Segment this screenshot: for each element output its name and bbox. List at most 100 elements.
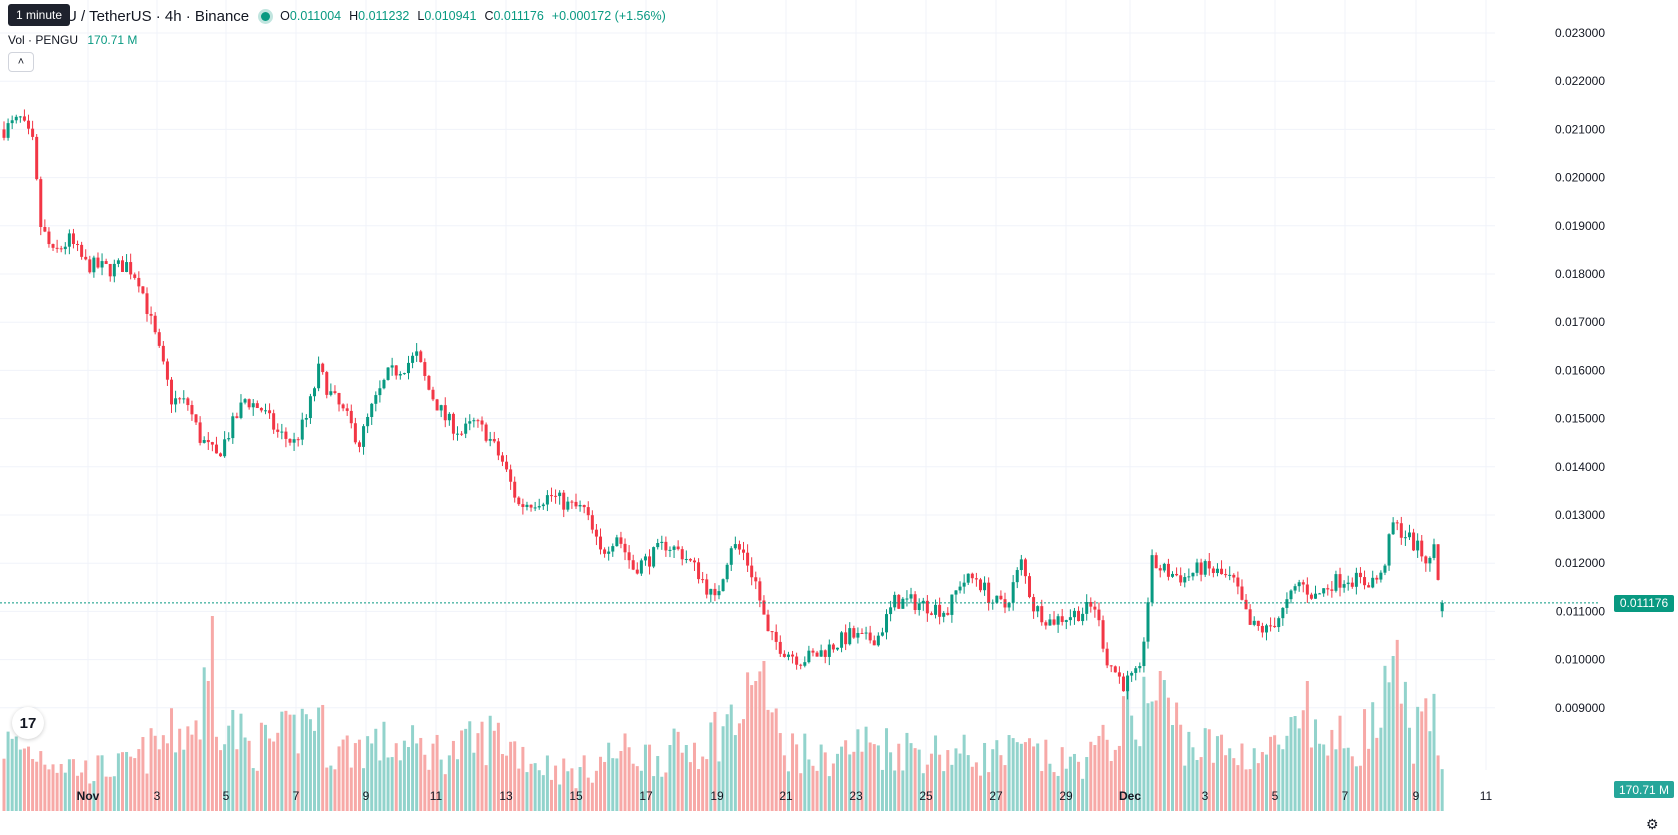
volume-bar	[1179, 724, 1183, 811]
volume-bar	[272, 741, 276, 811]
candle-body	[611, 546, 615, 552]
gear-icon[interactable]: ⚙	[1646, 816, 1659, 832]
volume-bar	[619, 750, 623, 811]
volume-bar	[652, 776, 656, 811]
price-tick-label: 0.014000	[1555, 460, 1605, 474]
volume-bar	[333, 769, 337, 811]
volume-bar	[484, 765, 488, 811]
volume-bar	[692, 742, 696, 811]
candle-body	[345, 408, 349, 411]
volume-bar	[108, 776, 112, 811]
volume-bar	[607, 742, 611, 811]
volume-bar	[145, 773, 149, 811]
volume-bar	[795, 744, 799, 811]
candle-body	[492, 438, 496, 442]
candle-body	[333, 391, 337, 393]
volume-bar	[864, 726, 868, 811]
candle-body	[263, 410, 267, 412]
volume-bar	[1130, 715, 1134, 811]
volume-bar	[1240, 743, 1244, 811]
candle-body	[145, 293, 149, 314]
volume-bar	[357, 739, 361, 811]
candle-body	[178, 398, 182, 400]
volume-bar	[43, 764, 47, 811]
volume-bar	[1436, 755, 1440, 811]
volume-bar	[402, 740, 406, 811]
volume-bar	[227, 725, 231, 811]
collapse-legend-button[interactable]: ˄	[8, 52, 34, 72]
volume-bar	[1297, 728, 1301, 811]
candle-body	[1318, 593, 1322, 595]
volume-bar	[1269, 736, 1273, 811]
candle-body	[746, 552, 750, 566]
candle-body	[59, 248, 63, 250]
volume-bar	[149, 728, 153, 811]
symbol-title[interactable]: U / TetherUS · 4h · Binance	[66, 7, 250, 25]
volume-bar	[186, 726, 190, 811]
volume-bar	[251, 768, 255, 811]
price-tick-label: 0.010000	[1555, 653, 1605, 667]
volume-bar	[1085, 757, 1089, 811]
volume-bar	[247, 740, 251, 811]
volume-bar	[517, 768, 521, 811]
volume-bar	[676, 731, 680, 811]
candle-body	[1183, 577, 1187, 583]
candle-body	[1309, 594, 1313, 599]
time-tick-label: 25	[919, 789, 933, 803]
time-tick-label: 13	[499, 789, 513, 803]
volume-bar	[848, 754, 852, 811]
volume-bar	[178, 728, 182, 811]
candle-body	[1154, 555, 1158, 569]
volume-bar	[1395, 639, 1399, 811]
candle-body	[639, 560, 643, 574]
candle-body	[153, 315, 157, 333]
volume-bar	[96, 755, 100, 811]
volume-bar	[1309, 747, 1313, 811]
volume-bar	[807, 759, 811, 811]
candle-body	[897, 594, 901, 609]
volume-bar	[329, 765, 333, 811]
candle-body	[815, 652, 819, 657]
candle-body	[329, 391, 333, 395]
candle-body	[872, 640, 876, 646]
candle-body	[1240, 586, 1244, 600]
volume-bar	[10, 738, 14, 811]
time-tick-label: 23	[849, 789, 863, 803]
volume-bar	[868, 742, 872, 811]
volume-bar	[165, 743, 169, 811]
candle-body	[1105, 648, 1109, 666]
last-volume-tag: 170.71 M	[1614, 781, 1674, 798]
tradingview-logo-icon[interactable]: 17	[12, 707, 44, 739]
volume-bar	[292, 714, 296, 811]
volume-bar	[782, 755, 786, 811]
timeframe-tooltip: 1 minute	[8, 4, 71, 26]
candle-body	[198, 422, 202, 443]
candle-body	[1436, 544, 1440, 580]
volume-bar	[1232, 758, 1236, 811]
volume-bar	[104, 776, 108, 811]
candle-body	[96, 257, 100, 268]
candle-body	[925, 600, 929, 614]
candle-body	[958, 586, 962, 591]
volume-bar	[325, 767, 329, 811]
volume-bar	[631, 763, 635, 811]
candle-body	[786, 654, 790, 657]
volume-bar	[431, 743, 435, 811]
volume-bar	[762, 661, 766, 811]
candle-body	[545, 495, 549, 505]
volume-bar	[921, 773, 925, 811]
volume-bar	[133, 758, 137, 811]
volume-bar	[496, 722, 500, 811]
candle-body	[1407, 532, 1411, 538]
candle-body	[876, 635, 880, 646]
volume-bar	[63, 772, 67, 811]
candle-body	[1138, 666, 1142, 669]
volume-bar	[1354, 766, 1358, 811]
candle-body	[799, 664, 803, 666]
volume-bar	[1142, 676, 1146, 811]
volume-bar	[300, 708, 304, 811]
volume-bar	[1113, 749, 1117, 811]
volume-bar	[590, 782, 594, 811]
volume-bar	[770, 712, 774, 811]
